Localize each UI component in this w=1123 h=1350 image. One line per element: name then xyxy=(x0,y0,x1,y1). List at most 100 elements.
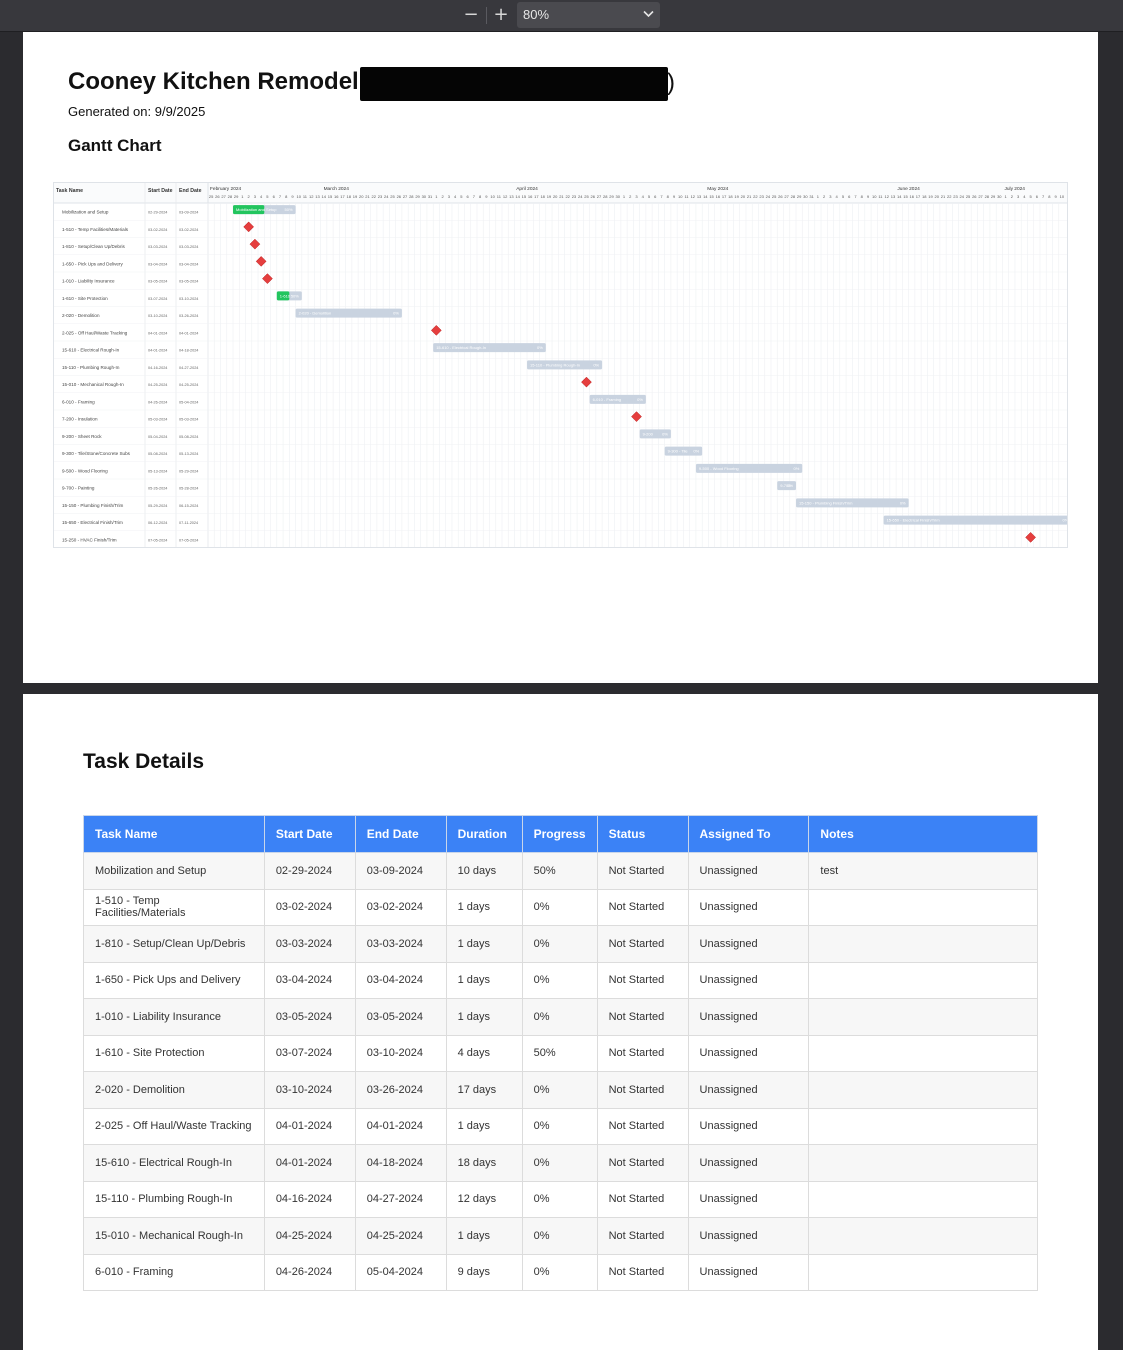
table-row[interactable]: 2-020 - Demolition 03-10-2024 03-26-2024 17… xyxy=(83,1071,1038,1109)
table-cell: 0% xyxy=(521,888,598,926)
gantt-bar-progress xyxy=(233,205,265,215)
gantt-bar-percent: 0% xyxy=(900,500,906,505)
table-cell: 04-18-2024 xyxy=(354,1144,447,1182)
gantt-bar-percent: 0% xyxy=(537,345,543,350)
table-cell: Not Started xyxy=(596,1144,689,1182)
gantt-task-name: 2-025 - Off Haul/Waste Tracking xyxy=(62,330,128,335)
gantt-month-label: March 2024 xyxy=(324,186,350,192)
gantt-day-label: 29 xyxy=(797,194,802,199)
table-cell: Unassigned xyxy=(687,852,810,890)
table-row[interactable]: 6-010 - Framing 04-26-2024 05-04-2024 9 day… xyxy=(83,1253,1038,1291)
table-cell: 04-16-2024 xyxy=(263,1180,356,1218)
gantt-day-label: 7 xyxy=(854,194,857,199)
table-cell xyxy=(808,1034,1038,1072)
gantt-task-end: 03-26-2024 xyxy=(179,314,198,318)
gantt-day-label: 11 xyxy=(303,194,308,199)
gantt-day-label: 7 xyxy=(473,194,476,199)
table-row[interactable]: 15-010 - Mechanical Rough-In 04-25-2024 04… xyxy=(83,1217,1038,1255)
table-cell: 04-01-2024 xyxy=(263,1144,356,1182)
gantt-day-label: 2 xyxy=(1011,194,1014,199)
table-cell: Unassigned xyxy=(687,961,810,999)
gantt-day-label: 26 xyxy=(972,194,977,199)
table-cell: Unassigned xyxy=(687,1253,810,1291)
gantt-day-label: 11 xyxy=(497,194,502,199)
title-suffix: ) xyxy=(667,69,675,96)
gantt-bar-percent: 0% xyxy=(1062,518,1067,523)
table-cell: 03-04-2024 xyxy=(354,961,447,999)
table-row[interactable]: 2-025 - Off Haul/Waste Tracking 04-01-202… xyxy=(83,1107,1038,1145)
gantt-day-label: 28 xyxy=(791,194,796,199)
table-row[interactable]: 1-650 - Pick Ups and Delivery 03-04-2024 0… xyxy=(83,961,1038,999)
table-cell xyxy=(808,1144,1038,1182)
zoom-select[interactable]: 80% xyxy=(517,2,660,28)
gantt-day-label: 23 xyxy=(759,194,764,199)
table-cell: 0% xyxy=(521,1253,598,1291)
gantt-day-label: 13 xyxy=(697,194,702,199)
table-cell: Unassigned xyxy=(687,1034,810,1072)
table-cell: 03-03-2024 xyxy=(263,925,356,963)
gantt-day-label: 11 xyxy=(878,194,883,199)
gantt-task-name: 1-610 - Site Protection xyxy=(62,296,108,301)
table-row[interactable]: 15-110 - Plumbing Rough-In 04-16-2024 04-2… xyxy=(83,1180,1038,1218)
gantt-day-label: 31 xyxy=(428,194,433,199)
gantt-day-label: 30 xyxy=(616,194,621,199)
column-header: Assigned To xyxy=(687,815,810,853)
gantt-day-label: 5 xyxy=(460,194,463,199)
gantt-day-label: 10 xyxy=(678,194,683,199)
table-row[interactable]: 1-610 - Site Protection 03-07-2024 03-10-2… xyxy=(83,1034,1038,1072)
table-row[interactable]: 1-010 - Liability Insurance 03-05-2024 03-… xyxy=(83,998,1038,1036)
chevron-down-icon xyxy=(643,10,654,18)
table-cell: Unassigned xyxy=(687,1217,810,1255)
gantt-milestone xyxy=(430,325,442,336)
gantt-day-label: 29 xyxy=(234,194,239,199)
gantt-day-label: 1 xyxy=(241,194,244,199)
table-cell: 03-26-2024 xyxy=(354,1071,447,1109)
table-cell: 1 days xyxy=(445,1217,523,1255)
table-row[interactable]: 15-610 - Electrical Rough-In 04-01-2024 04… xyxy=(83,1144,1038,1182)
gantt-day-label: 6 xyxy=(654,194,657,199)
table-row[interactable]: 1-810 - Setup/Clean Up/Debris 03-03-2024 0… xyxy=(83,925,1038,963)
table-cell: Not Started xyxy=(596,1253,689,1291)
gantt-day-label: 12 xyxy=(503,194,508,199)
table-cell: 1-650 - Pick Ups and Delivery xyxy=(83,961,265,999)
page-2: Task Details Task Name Start Date End Date… xyxy=(23,694,1098,1350)
gantt-day-label: 22 xyxy=(947,194,952,199)
gantt-month-label: June 2024 xyxy=(897,186,920,192)
gantt-task-start: 05-04-2024 xyxy=(148,435,167,439)
gantt-day-label: 24 xyxy=(578,194,583,199)
table-cell: 1-010 - Liability Insurance xyxy=(83,998,265,1036)
table-cell: 03-10-2024 xyxy=(354,1034,447,1072)
plus-icon: + xyxy=(493,4,509,25)
gantt-day-label: 18 xyxy=(922,194,927,199)
gantt-day-label: 5 xyxy=(648,194,651,199)
zoom-in-button[interactable]: + xyxy=(488,3,514,27)
gantt-task-start: 04-01-2024 xyxy=(148,349,167,353)
gantt-day-label: 8 xyxy=(479,194,482,199)
table-cell: 0% xyxy=(521,1107,598,1145)
gantt-task-end: 05-03-2024 xyxy=(179,418,198,422)
column-header: Status xyxy=(596,815,689,853)
gantt-day-label: 2 xyxy=(629,194,632,199)
gantt-day-label: 4 xyxy=(454,194,457,199)
gantt-day-label: 9 xyxy=(867,194,870,199)
table-cell: Unassigned xyxy=(687,1071,810,1109)
table-cell: Mobilization and Setup xyxy=(83,852,265,890)
gantt-task-name: 15-150 - Plumbing Finish/Trim xyxy=(62,503,124,508)
gantt-task-end: 03-05-2024 xyxy=(179,280,198,284)
gantt-task-end: 07-11-2024 xyxy=(179,521,198,525)
table-cell: 17 days xyxy=(445,1071,523,1109)
gantt-day-label: 3 xyxy=(829,194,832,199)
table-cell: 02-29-2024 xyxy=(263,852,356,890)
table-row[interactable]: Mobilization and Setup 02-29-2024 03-09-20… xyxy=(83,852,1038,890)
gantt-day-label: 12 xyxy=(884,194,889,199)
zoom-out-button[interactable]: − xyxy=(458,3,484,27)
table-cell: Not Started xyxy=(596,1107,689,1145)
gantt-task-end: 05-28-2024 xyxy=(179,487,198,491)
gantt-task-name: 1-650 - Pick Ups and Delivery xyxy=(62,261,123,266)
gantt-day-label: 15 xyxy=(709,194,714,199)
gantt-day-label: 8 xyxy=(667,194,670,199)
table-row[interactable]: 1-510 - Temp Facilities/Materials 03-02-2… xyxy=(83,888,1038,926)
gantt-bar-label: 15-150 - Plumbing Finish/Trim xyxy=(799,500,853,505)
gantt-day-label: 10 xyxy=(296,194,301,199)
gantt-task-name: 15-110 - Plumbing Rough-In xyxy=(62,365,120,370)
